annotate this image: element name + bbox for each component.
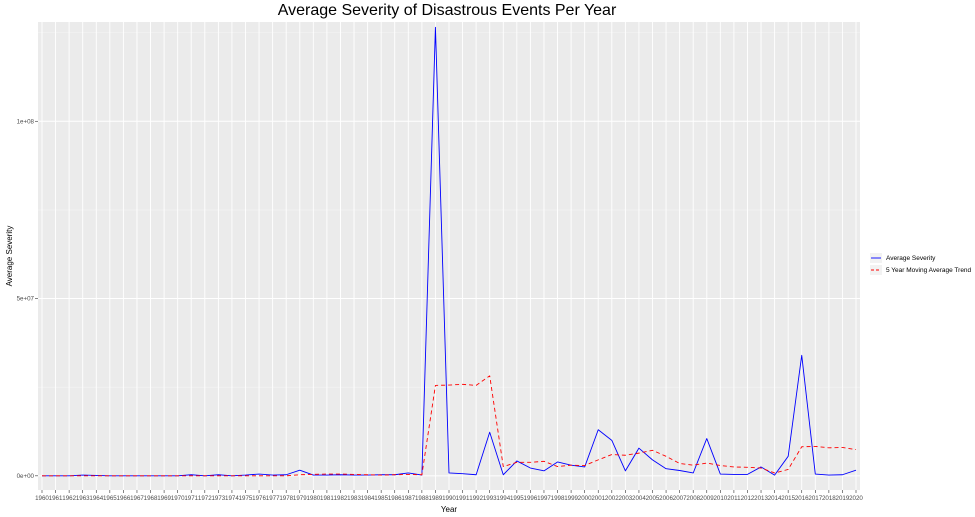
y-tick-label: 0e+00: [17, 473, 35, 480]
x-axis-ticks: 1960 1961 1962 1963 1964 1965 1966 1967 1968 1969…: [35, 490, 863, 502]
series-layer: [42, 26, 857, 477]
x-tick-label: 1981: [320, 495, 334, 502]
x-tick-label: 1971: [184, 495, 198, 502]
x-tick-label: 1972: [198, 495, 212, 502]
x-tick-label: 1998: [551, 495, 565, 502]
y-axis-title: Average Severity: [5, 226, 14, 287]
x-tick-label: 1992: [469, 495, 483, 502]
x-tick-label: 2006: [659, 495, 673, 502]
x-tick-label: 1960: [35, 495, 49, 502]
legend-label: Average Severity: [886, 255, 936, 262]
x-tick-label: 1999: [564, 495, 578, 502]
x-tick-label: 1968: [144, 495, 158, 502]
x-tick-label: 2009: [700, 495, 714, 502]
x-tick-label: 1985: [374, 495, 388, 502]
x-tick-label: 2011: [727, 495, 741, 502]
x-tick-label: 1996: [524, 495, 538, 502]
x-tick-label: 1991: [456, 495, 470, 502]
x-tick-label: 2019: [836, 495, 850, 502]
x-tick-label: 1964: [89, 495, 103, 502]
x-tick-label: 1997: [537, 495, 551, 502]
x-tick-label: 1974: [225, 495, 239, 502]
x-tick-label: 1976: [252, 495, 266, 502]
x-tick-label: 1961: [49, 495, 63, 502]
x-tick-label: 1987: [401, 495, 415, 502]
x-tick-label: 2018: [822, 495, 836, 502]
x-tick-label: 1994: [496, 495, 510, 502]
x-tick-label: 2012: [741, 495, 755, 502]
y-tick-label: 1e+08: [17, 118, 35, 125]
legend: Average Severity 5 Year Moving Average Tr…: [870, 253, 972, 275]
x-tick-label: 2010: [713, 495, 727, 502]
x-tick-label: 1963: [76, 495, 90, 502]
x-tick-label: 2001: [591, 495, 605, 502]
x-tick-label: 1977: [266, 495, 280, 502]
x-tick-label: 1975: [239, 495, 253, 502]
x-tick-label: 1993: [483, 495, 497, 502]
x-tick-label: 2008: [686, 495, 700, 502]
x-tick-label: 1995: [510, 495, 524, 502]
x-tick-label: 2013: [754, 495, 768, 502]
x-tick-label: 1984: [361, 495, 375, 502]
x-tick-label: 1969: [157, 495, 171, 502]
x-tick-label: 2014: [768, 495, 782, 502]
x-tick-label: 2002: [605, 495, 619, 502]
x-tick-label: 2015: [781, 495, 795, 502]
x-tick-label: 2000: [578, 495, 592, 502]
chart-title: Average Severity of Disastrous Events Pe…: [278, 2, 617, 19]
legend-label: 5 Year Moving Average Trend: [886, 267, 972, 274]
x-tick-label: 1978: [279, 495, 293, 502]
x-tick-label: 1970: [171, 495, 185, 502]
x-tick-label: 1988: [415, 495, 429, 502]
x-tick-label: 1965: [103, 495, 117, 502]
x-tick-label: 2007: [673, 495, 687, 502]
x-tick-label: 1967: [130, 495, 144, 502]
y-tick-label: 5e+07: [17, 296, 35, 303]
major-gridlines: [38, 22, 860, 490]
x-tick-label: 1973: [211, 495, 225, 502]
x-tick-label: 1980: [306, 495, 320, 502]
x-tick-label: 1989: [429, 495, 443, 502]
x-tick-label: 1979: [293, 495, 307, 502]
y-axis-ticks: 0e+00 5e+07 1e+08: [17, 118, 38, 480]
x-tick-label: 1983: [347, 495, 361, 502]
x-tick-label: 2017: [808, 495, 822, 502]
x-tick-label: 1982: [334, 495, 348, 502]
x-tick-label: 1986: [388, 495, 402, 502]
x-tick-label: 2020: [849, 495, 863, 502]
x-tick-label: 2016: [795, 495, 809, 502]
x-tick-label: 1990: [442, 495, 456, 502]
x-tick-label: 1966: [117, 495, 131, 502]
x-tick-label: 2004: [632, 495, 646, 502]
x-tick-label: 2005: [646, 495, 660, 502]
series-line: [42, 375, 857, 477]
x-tick-label: 2003: [618, 495, 632, 502]
x-axis-title: Year: [441, 505, 458, 514]
x-tick-label: 1962: [62, 495, 76, 502]
